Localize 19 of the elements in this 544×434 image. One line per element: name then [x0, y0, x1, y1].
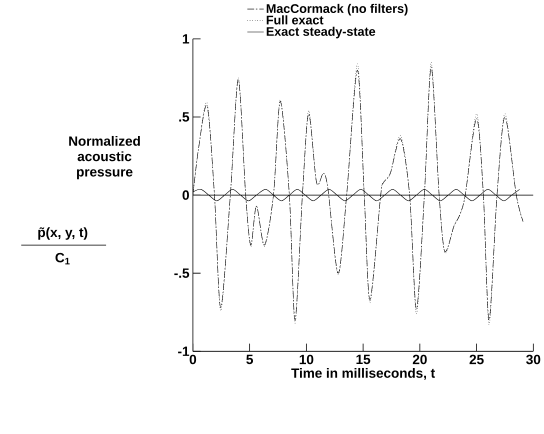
y-tick-label: 1: [182, 34, 190, 44]
x-tick-label: 5: [246, 354, 254, 364]
y-tick-label: .5: [179, 112, 190, 122]
y-tick-label: -.5: [174, 268, 190, 278]
x-axis-title: Time in milliseconds, t: [291, 368, 435, 380]
x-tick-label: 25: [470, 354, 484, 364]
text: p̃(x, y, t): [38, 227, 88, 240]
y-tick-label: -1: [178, 346, 190, 356]
text: C$_{1}$: [56, 252, 70, 264]
legend-label: Full exact: [266, 15, 324, 24]
legend-label: Exact steady-state: [266, 26, 376, 38]
legend-label: MacCormack (no filters): [266, 4, 408, 16]
x-tick-label: 10: [300, 354, 314, 364]
y-tick-label: 0: [182, 190, 189, 200]
y-axis-title: Normalized acoustic pressure: [69, 136, 140, 180]
x-tick-label: 30: [526, 354, 540, 364]
x-tick-label: 20: [412, 354, 427, 364]
x-tick-label: 0: [190, 354, 196, 364]
x-tick-label: 15: [356, 354, 370, 364]
